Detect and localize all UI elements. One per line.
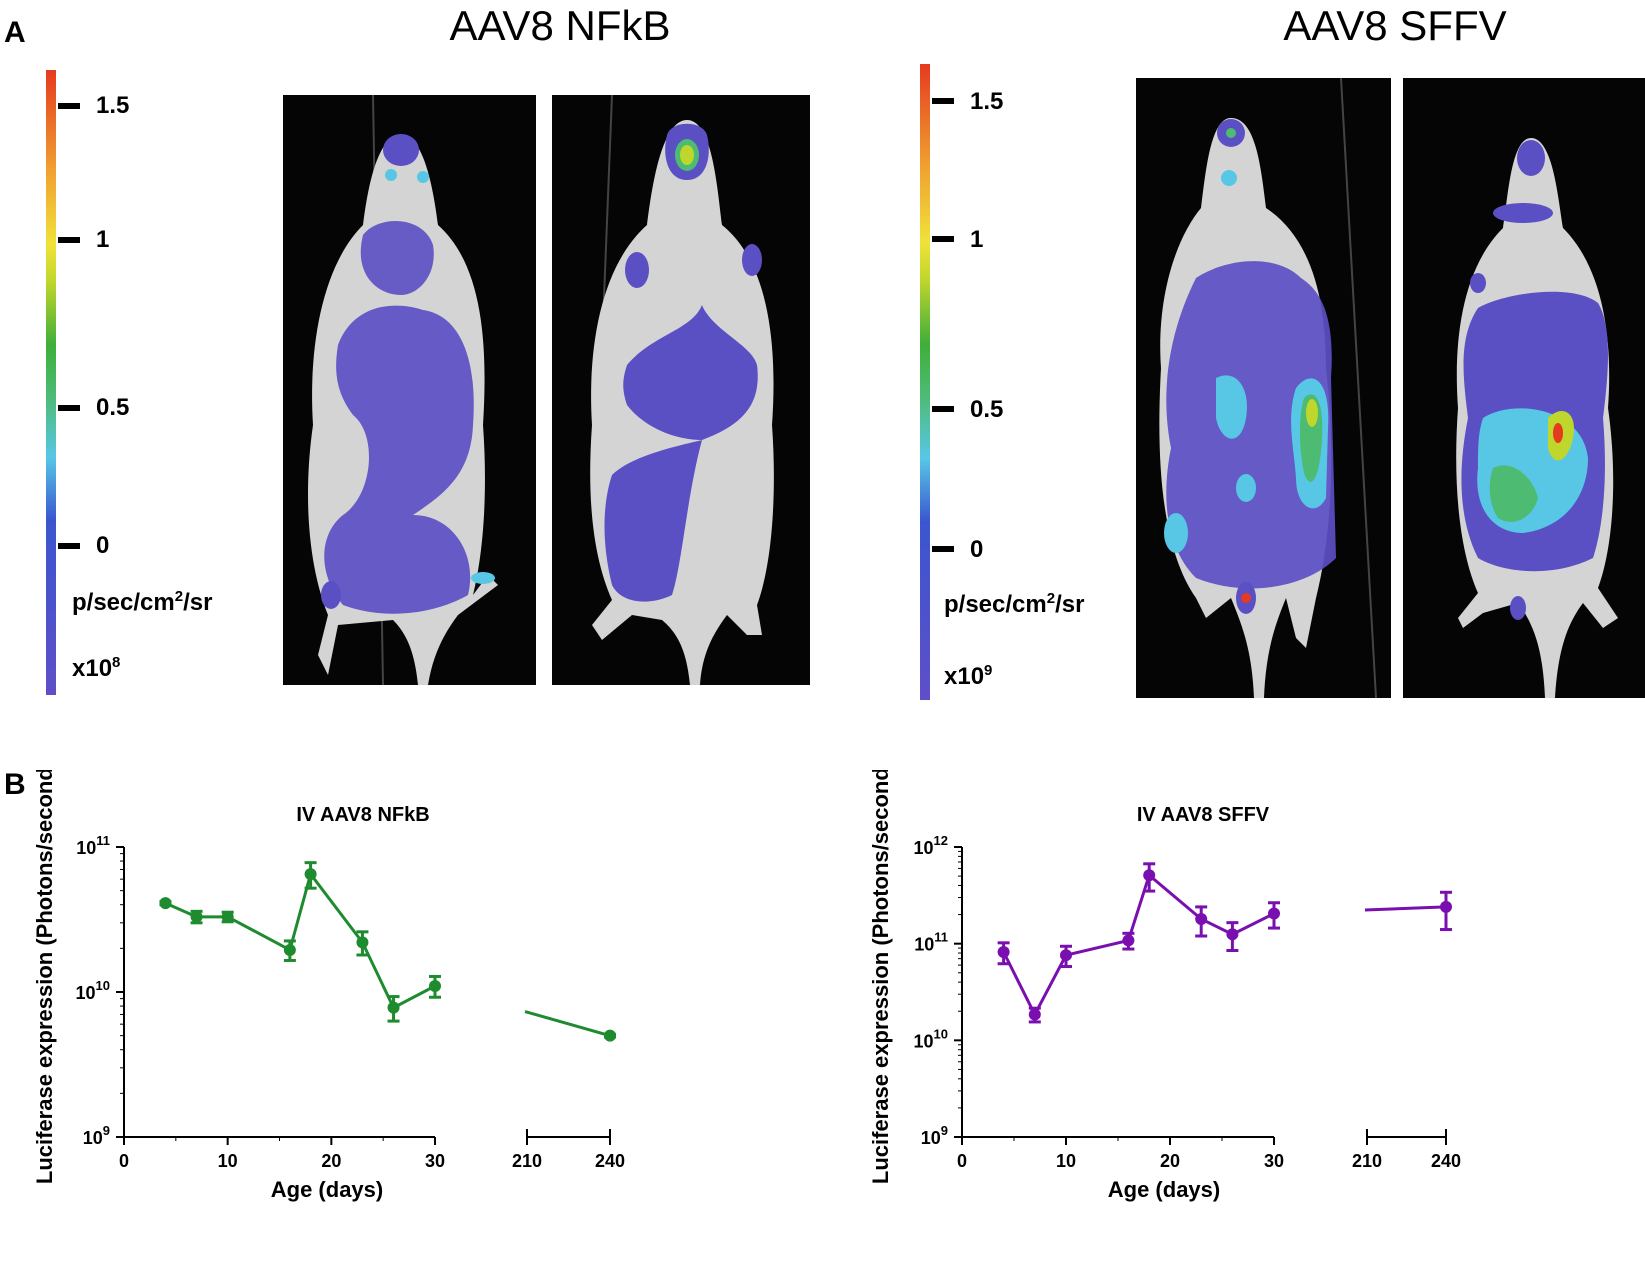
y-tick-label: 109 <box>83 1123 110 1148</box>
chart-title: IV AAV8 SFFV <box>1137 804 1270 826</box>
data-point <box>221 910 234 923</box>
data-point <box>304 868 317 881</box>
colorbar-right-tick <box>932 236 954 242</box>
data-point <box>1268 907 1280 920</box>
data-point <box>190 910 203 923</box>
data-point <box>429 979 441 992</box>
data-point <box>1028 1008 1041 1021</box>
y-tick-label: 1010 <box>76 978 111 1003</box>
colorbar-right-label: 0 <box>970 536 984 563</box>
colorbar-left <box>46 70 56 695</box>
colorbar-right-label: 0.5 <box>970 396 1004 423</box>
data-point <box>604 1029 616 1042</box>
x-tick-label: 0 <box>957 1151 967 1171</box>
x-tick-label: 30 <box>425 1151 445 1171</box>
panel-label-a: A <box>4 16 26 49</box>
data-point <box>283 943 296 956</box>
colorbar-left-tick <box>58 405 80 411</box>
y-tick-label: 1012 <box>914 833 949 858</box>
colorbar-right-tick <box>932 98 954 104</box>
chart-title: IV AAV8 NFkB <box>296 804 429 826</box>
data-point <box>997 945 1010 958</box>
mouse-image-nfkb-1 <box>283 95 536 685</box>
data-point <box>1226 928 1239 941</box>
data-point <box>1440 900 1452 913</box>
data-point <box>356 936 369 949</box>
x-tick-label: 240 <box>1431 1151 1461 1171</box>
x-tick-label: 20 <box>1160 1151 1180 1171</box>
y-axis-label: Luciferase expression (Photons/second) <box>32 770 57 1184</box>
y-tick-label: 1011 <box>914 930 948 955</box>
colorbar-left-tick <box>58 543 80 549</box>
x-tick-label: 210 <box>1352 1151 1382 1171</box>
x-tick-label: 240 <box>595 1151 625 1171</box>
x-axis-label: Age (days) <box>271 1177 383 1202</box>
panel-label-b: B <box>4 768 26 801</box>
data-point <box>1195 912 1208 925</box>
x-tick-label: 20 <box>321 1151 341 1171</box>
x-tick-label: 10 <box>1056 1151 1076 1171</box>
colorbar-right-label: 1 <box>970 226 984 253</box>
y-tick-label: 1011 <box>76 833 110 858</box>
mouse-image-nfkb-2 <box>552 95 810 685</box>
colorbar-right-tick <box>932 546 954 552</box>
colorbar-left-label: 0.5 <box>96 394 130 421</box>
mouse-image-sffv-1 <box>1136 78 1391 698</box>
x-tick-label: 210 <box>512 1151 542 1171</box>
colorbar-left-label: 0 <box>96 532 110 559</box>
series-line <box>164 870 436 1010</box>
data-point <box>159 897 172 910</box>
series-line-break <box>524 1010 611 1038</box>
colorbar-left-label: 1.5 <box>96 92 130 119</box>
imaging-title-left: AAV8 NFkB <box>449 2 671 49</box>
colorbar-left-label: 1 <box>96 226 110 253</box>
colorbar-right-tick <box>932 406 954 412</box>
x-tick-label: 10 <box>218 1151 238 1171</box>
y-axis-label: Luciferase expression (Photons/second) <box>868 770 893 1184</box>
imaging-title-right: AAV8 SFFV <box>1283 2 1507 49</box>
colorbar-left-scale: x108 <box>72 654 121 682</box>
y-tick-label: 109 <box>921 1123 948 1148</box>
data-point <box>1122 934 1135 947</box>
mouse-image-sffv-2 <box>1403 78 1645 698</box>
series-line-break <box>1364 905 1447 912</box>
data-point <box>1143 869 1156 882</box>
chart-sffv: IV AAV8 SFFV Luciferase expression (Photo… <box>868 770 1461 1202</box>
colorbar-left-tick <box>58 103 80 109</box>
colorbar-right <box>920 64 930 700</box>
data-point <box>387 1001 400 1014</box>
colorbar-right-unit: p/sec/cm2/sr <box>944 590 1085 618</box>
chart-nfkb: IV AAV8 NFkB Luciferase expression (Photo… <box>32 770 625 1202</box>
colorbar-left-tick <box>58 237 80 243</box>
x-tick-label: 30 <box>1264 1151 1284 1171</box>
colorbar-left-unit: p/sec/cm2/sr <box>72 588 213 616</box>
colorbar-right-label: 1.5 <box>970 88 1004 115</box>
x-axis-label: Age (days) <box>1108 1177 1220 1202</box>
y-tick-label: 1010 <box>914 1026 949 1051</box>
colorbar-right-scale: x109 <box>944 662 993 690</box>
data-point <box>1060 949 1072 962</box>
x-tick-label: 0 <box>119 1151 129 1171</box>
